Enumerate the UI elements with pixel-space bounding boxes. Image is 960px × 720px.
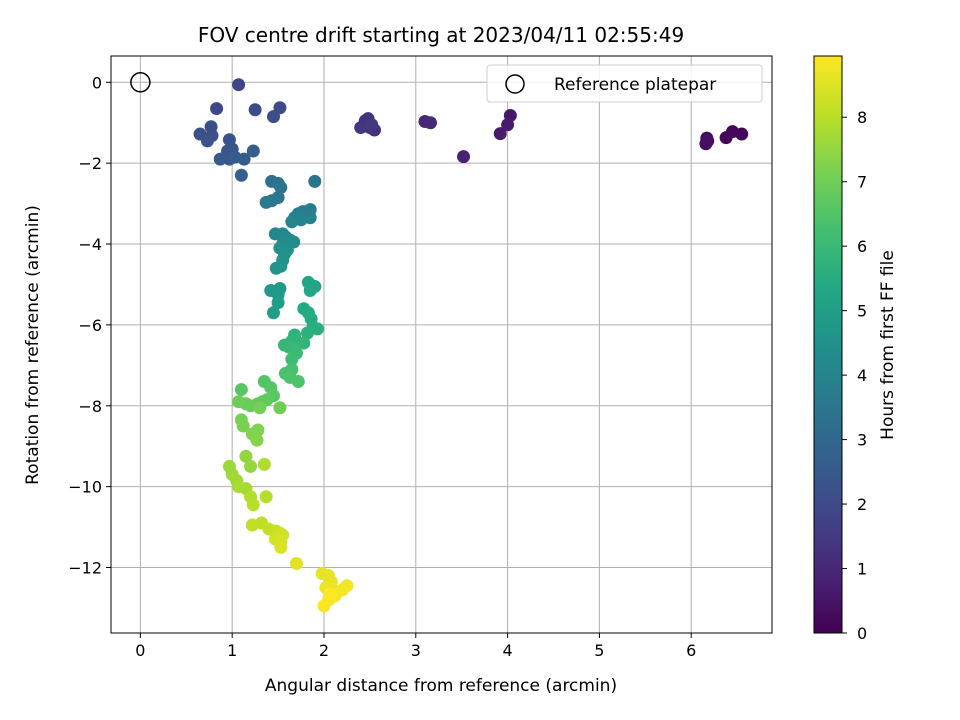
- data-point: [259, 490, 273, 504]
- data-point: [257, 457, 271, 471]
- x-tick-label: 2: [319, 641, 329, 660]
- data-point: [323, 587, 337, 601]
- legend-box: [486, 64, 763, 103]
- data-point: [308, 174, 322, 188]
- data-point: [273, 401, 287, 415]
- data-point: [210, 102, 224, 116]
- data-point: [701, 134, 715, 148]
- data-point: [274, 259, 288, 273]
- colorbar-tick-label: 5: [857, 302, 867, 321]
- data-point: [246, 144, 260, 158]
- data-point: [300, 326, 314, 340]
- colorbar-tick-label: 0: [857, 624, 867, 643]
- plot-area-frame: [110, 55, 773, 634]
- data-point: [274, 180, 288, 194]
- legend: Reference platepar: [486, 64, 763, 103]
- y-tick-label: 0: [92, 73, 102, 92]
- data-point: [232, 480, 246, 494]
- colorbar-tick-label: 8: [857, 108, 867, 127]
- data-point: [271, 296, 285, 310]
- x-axis-label: Angular distance from reference (arcmin): [265, 676, 617, 696]
- x-tick-label: 0: [135, 641, 145, 660]
- data-points: [193, 78, 749, 613]
- reference-marker-layer: [130, 72, 151, 93]
- data-point: [259, 195, 273, 209]
- data-point: [232, 78, 246, 92]
- grid-lines: [111, 56, 772, 633]
- x-axis-ticks: 0 1 2 3 4 5 6: [135, 633, 696, 660]
- data-point: [297, 336, 311, 350]
- colorbar-tick-label: 2: [857, 495, 867, 514]
- x-tick-label: 1: [227, 641, 237, 660]
- data-point: [719, 131, 733, 145]
- data-point: [317, 599, 331, 613]
- colorbar-ticks: 0 1 2 3 4 5 6 7 8: [842, 108, 867, 643]
- y-axis-label: Rotation from reference (arcmin): [23, 205, 43, 485]
- y-tick-label: −6: [78, 316, 102, 335]
- x-tick-label: 6: [686, 641, 696, 660]
- colorbar-tick-label: 3: [857, 431, 867, 450]
- chart-title: FOV centre drift starting at 2023/04/11 …: [198, 23, 684, 47]
- x-tick-label: 4: [503, 641, 513, 660]
- legend-label: Reference platepar: [554, 75, 716, 95]
- data-point: [250, 433, 264, 447]
- data-point: [248, 103, 262, 117]
- colorbar-tick-label: 1: [857, 560, 867, 579]
- data-point: [237, 152, 251, 166]
- data-point: [266, 306, 280, 320]
- x-tick-label: 5: [594, 641, 604, 660]
- y-tick-label: −10: [68, 478, 102, 497]
- data-point: [493, 127, 507, 141]
- data-point: [232, 395, 246, 409]
- data-point: [253, 401, 267, 415]
- y-tick-label: −4: [78, 235, 102, 254]
- y-tick-label: −8: [78, 397, 102, 416]
- data-point: [285, 352, 299, 366]
- data-point: [457, 150, 471, 164]
- legend-marker-icon: [505, 74, 525, 94]
- data-point: [303, 284, 317, 298]
- data-point: [234, 383, 248, 397]
- data-point: [266, 110, 280, 124]
- data-point: [501, 118, 515, 132]
- data-point: [234, 168, 248, 182]
- colorbar-label: Hours from first FF file: [878, 250, 898, 440]
- colorbar-tick-label: 6: [857, 237, 867, 256]
- data-point: [200, 134, 214, 148]
- data-point: [285, 215, 299, 229]
- data-point: [354, 121, 368, 135]
- colorbar-tick-label: 7: [857, 173, 867, 192]
- data-point: [245, 518, 259, 532]
- data-point: [213, 152, 227, 166]
- data-point: [365, 118, 379, 132]
- x-tick-label: 3: [411, 641, 421, 660]
- data-point: [289, 556, 303, 570]
- colorbar-tick-label: 4: [857, 366, 867, 385]
- y-axis-ticks: 0 −2 −4 −6 −8 −10 −12: [68, 73, 111, 577]
- data-point: [246, 498, 260, 512]
- data-point: [274, 540, 288, 554]
- data-point: [236, 419, 250, 433]
- data-point: [311, 322, 325, 336]
- reference-platepar-marker: [130, 72, 151, 93]
- colorbar: 0 1 2 3 4 5 6 7 8 Hours from first FF file: [813, 55, 898, 643]
- colorbar-gradient: [813, 55, 843, 634]
- y-tick-label: −2: [78, 154, 102, 173]
- data-point: [239, 449, 253, 463]
- data-point: [244, 459, 258, 473]
- y-tick-label: −12: [68, 558, 102, 577]
- data-point: [423, 116, 437, 130]
- data-point: [291, 374, 305, 388]
